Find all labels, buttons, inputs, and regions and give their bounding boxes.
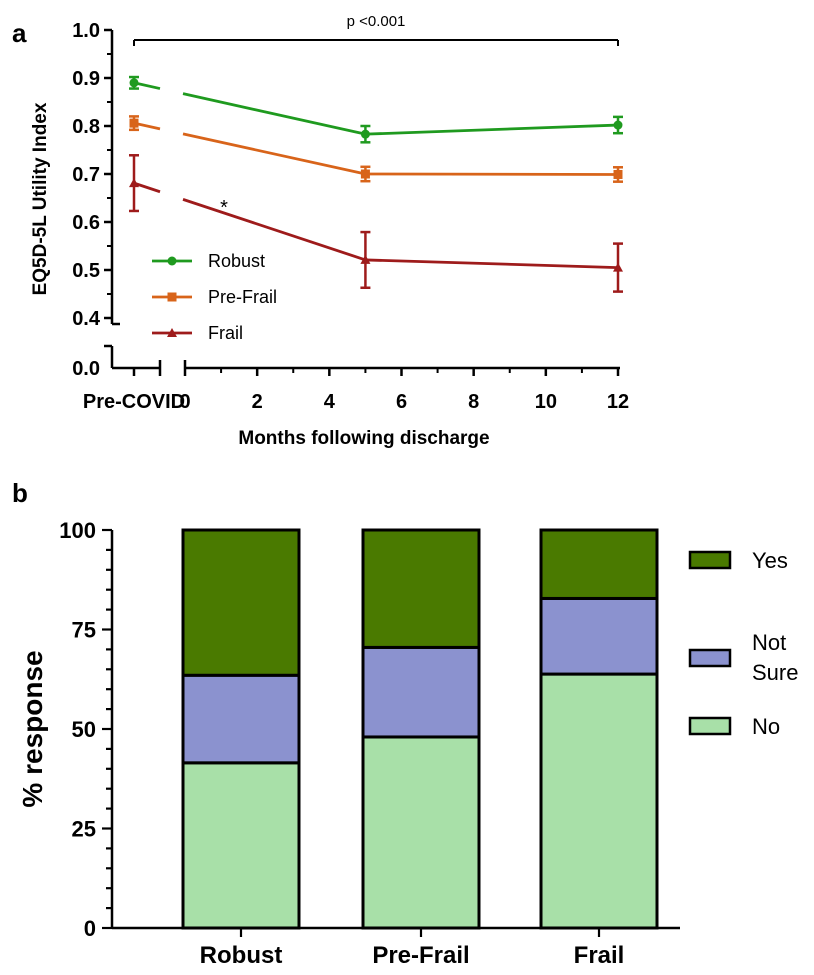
y-tick-label: 0.8	[72, 116, 100, 138]
data-point-marker	[613, 120, 623, 130]
data-point-marker	[167, 256, 177, 266]
data-point-marker	[129, 118, 139, 128]
y-tick-label: 0.0	[72, 358, 100, 380]
x-tick-label: 12	[607, 391, 629, 413]
bar-segment-not-sure	[539, 596, 659, 676]
panel-label-b: b	[12, 478, 28, 508]
data-point-marker	[360, 254, 371, 264]
y-tick-label: 50	[72, 717, 96, 742]
x-tick-label: Robust	[200, 942, 283, 969]
series-line-segment	[182, 198, 366, 262]
series-line-segment	[182, 92, 366, 136]
bar-segment-no	[539, 672, 659, 930]
x-tick-label: Pre-Frail	[372, 942, 469, 969]
x-tick-label: 0	[179, 391, 190, 413]
legend-swatch	[688, 716, 732, 736]
y-tick-label: 0.7	[72, 164, 100, 186]
x-tick-label: Pre-COVID	[83, 391, 185, 413]
y-tick-label: 0.5	[72, 260, 100, 282]
x-tick-label: 4	[324, 391, 336, 413]
bar-segment-yes	[539, 528, 659, 600]
y-tick-label: 75	[72, 618, 96, 643]
legend-a: Robust Pre-Frail Frail	[152, 251, 277, 343]
y-tick-label: 25	[72, 817, 96, 842]
x-axis-label: Months following discharge	[238, 428, 489, 449]
legend-swatch	[688, 550, 732, 570]
series-line-segment	[133, 181, 161, 194]
x-tick-label: 6	[396, 391, 407, 413]
data-point-marker	[129, 178, 139, 188]
bar-segment-no	[181, 761, 301, 930]
series-line-segment	[365, 123, 619, 136]
bar-segment-not-sure	[361, 645, 481, 739]
series-pre-frail	[129, 115, 623, 183]
significance-star: *	[220, 197, 228, 219]
legend-label: Not	[752, 630, 786, 655]
y-axis-label: % response	[17, 650, 48, 807]
y-tick-label: 0.6	[72, 212, 100, 234]
data-point-marker	[613, 169, 623, 179]
data-point-marker	[167, 292, 177, 302]
x-tick-label: Frail	[574, 942, 625, 969]
legend-label: Pre-Frail	[208, 287, 277, 307]
legend-swatch	[688, 648, 732, 668]
series-frail	[129, 154, 623, 293]
bar-segment-yes	[361, 528, 481, 649]
y-axis-label: EQ5D-5L Utility Index	[30, 102, 51, 295]
legend-label: Yes	[752, 548, 788, 573]
y-tick-label: 100	[59, 518, 96, 543]
panel-label-a: a	[12, 18, 27, 48]
data-point-marker	[360, 169, 370, 179]
data-point-marker	[167, 328, 177, 337]
legend-label: No	[752, 714, 780, 739]
data-point-marker	[613, 262, 623, 272]
series-robust	[129, 75, 623, 144]
series-line-segment	[365, 258, 619, 269]
x-tick-label: 2	[252, 391, 263, 413]
bar-segment-yes	[181, 528, 301, 677]
data-point-marker	[129, 78, 139, 88]
bar-segment-not-sure	[181, 673, 301, 765]
data-point-marker	[360, 129, 370, 139]
p-value-annotation: p <0.001	[347, 13, 406, 30]
x-tick-label: 10	[535, 391, 557, 413]
legend-label: Sure	[752, 660, 798, 685]
panel-b-chart: b 0 25 50 75 100 % response Robust Pre-Frail Frai…	[12, 478, 798, 969]
legend-b: Yes Not Sure No	[688, 548, 798, 739]
series-line-segment	[182, 132, 366, 176]
y-tick-label: 0.4	[72, 308, 101, 330]
x-tick-label: 8	[468, 391, 479, 413]
legend-label: Frail	[208, 323, 243, 343]
legend-label: Robust	[208, 251, 265, 271]
y-tick-label: 0	[84, 916, 96, 941]
bar-segment-no	[361, 735, 481, 930]
y-tick-label: 1.0	[72, 20, 100, 42]
y-tick-label: 0.9	[72, 68, 100, 90]
